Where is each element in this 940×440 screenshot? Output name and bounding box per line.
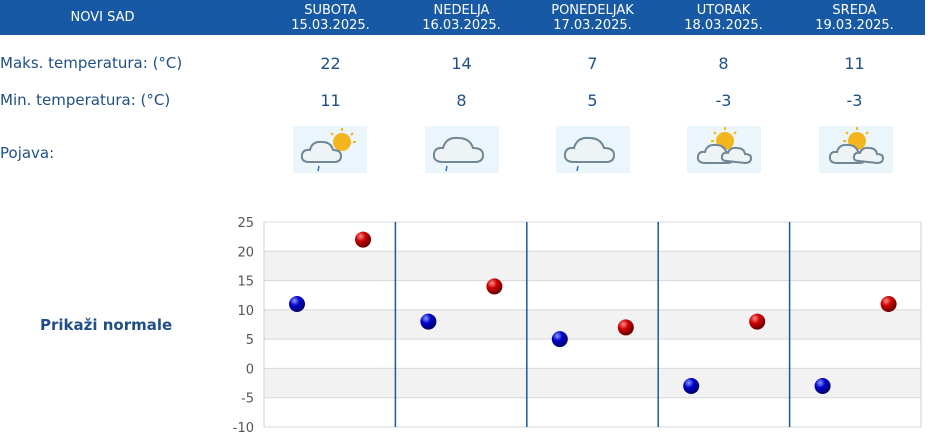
day-name: NEDELJA <box>433 3 490 18</box>
min-temp-label: Min. temperatura: (°C) <box>0 91 171 109</box>
header-bar <box>0 0 925 35</box>
max-temp-value: 8 <box>718 54 729 73</box>
day-name: PONEDELJAK <box>551 3 634 18</box>
max-temp-value: 7 <box>587 54 598 73</box>
max-temp-value: 22 <box>320 54 341 73</box>
min-temp-point <box>814 378 831 394</box>
max-temp-value: 11 <box>844 54 865 73</box>
y-tick-label: 20 <box>237 245 254 260</box>
y-tick-label: 5 <box>246 333 254 348</box>
day-header-5: SREDA 19.03.2025. <box>789 3 920 33</box>
max-temp-label: Maks. temperatura: (°C) <box>0 54 183 72</box>
day-date: 18.03.2025. <box>684 18 763 33</box>
day-name: SREDA <box>832 3 877 18</box>
min-temp-point <box>683 378 700 394</box>
day-date: 19.03.2025. <box>815 18 894 33</box>
y-tick-label: 15 <box>237 275 254 290</box>
day-date: 17.03.2025. <box>553 18 632 33</box>
day-name: SUBOTA <box>304 3 357 18</box>
cloud-rain-icon <box>425 126 499 173</box>
max-temp-point <box>486 278 503 295</box>
city-name: NOVI SAD <box>70 10 135 25</box>
grid-band <box>264 309 921 340</box>
min-temp-point <box>420 313 437 330</box>
day-header-2: NEDELJA 16.03.2025. <box>396 3 527 33</box>
y-tick-label: -10 <box>233 421 254 436</box>
day-name: UTORAK <box>696 3 751 18</box>
max-temp-point <box>355 231 371 248</box>
max-temp-point <box>617 319 634 336</box>
day-header-1: SUBOTA 15.03.2025. <box>265 3 396 33</box>
show-normals-link[interactable]: Prikaži normale <box>40 316 173 334</box>
min-temp-value: -3 <box>715 91 732 110</box>
y-tick-label: 0 <box>246 362 254 377</box>
grid-band <box>264 368 921 398</box>
min-temp-value: 11 <box>320 91 341 110</box>
partly-cloudy-rain-icon <box>293 126 367 173</box>
max-temp-value: 14 <box>451 54 472 73</box>
min-temp-point <box>551 331 568 348</box>
day-header-3: PONEDELJAK 17.03.2025. <box>527 3 658 33</box>
day-date: 15.03.2025. <box>291 18 370 33</box>
min-temp-value: 5 <box>587 91 598 110</box>
partly-cloudy-icon <box>819 126 893 173</box>
max-temp-point <box>749 313 766 330</box>
max-temp-point <box>880 296 897 312</box>
day-date: 16.03.2025. <box>422 18 501 33</box>
grid-band <box>264 251 921 281</box>
day-header-4: UTORAK 18.03.2025. <box>658 3 789 33</box>
min-temp-point <box>289 296 305 312</box>
phenomenon-label: Pojava: <box>0 144 55 162</box>
min-temp-value: -3 <box>846 91 863 110</box>
min-temp-value: 8 <box>456 91 467 110</box>
partly-cloudy-icon <box>687 126 761 173</box>
y-tick-label: 25 <box>237 216 254 231</box>
y-tick-label: 10 <box>237 304 254 319</box>
temperature-chart: 25 20 15 10 5 0 -5 -10 <box>233 216 922 436</box>
y-tick-label: -5 <box>241 392 254 407</box>
cloud-rain-icon <box>556 126 630 173</box>
